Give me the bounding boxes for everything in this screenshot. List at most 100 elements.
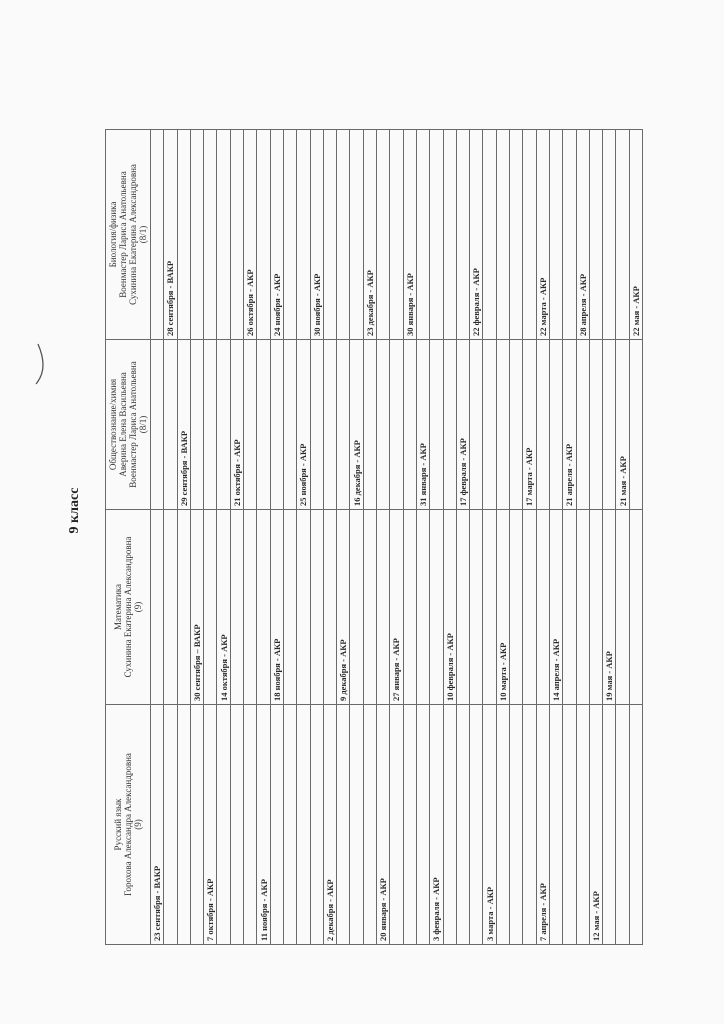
cell-math xyxy=(482,509,497,705)
cell-math: 10 февраля - АКР xyxy=(443,509,457,705)
hours: (9) xyxy=(133,819,143,830)
cell-math xyxy=(310,509,324,705)
table-row: 21 апреля - АКР xyxy=(562,129,576,945)
cell-social-chemistry xyxy=(256,339,271,510)
cell-math xyxy=(177,509,191,705)
subject-name: Русский язык xyxy=(113,798,123,851)
cell-russian xyxy=(243,704,257,945)
cell-biology-physics xyxy=(230,129,244,340)
cell-biology-physics xyxy=(482,129,497,340)
cell-biology-physics xyxy=(256,129,271,340)
table-row: 16 декабря - АКР xyxy=(349,129,364,945)
cell-math xyxy=(296,509,311,705)
cell-biology-physics: 23 декабря - АКР xyxy=(363,129,377,340)
table-row xyxy=(509,129,523,945)
cell-math xyxy=(403,509,417,705)
cell-biology-physics xyxy=(190,129,204,340)
table-row: 22 мая - АКР xyxy=(629,129,643,945)
cell-russian: 7 октября - АКР xyxy=(203,704,217,945)
cell-russian xyxy=(496,704,510,945)
cell-social-chemistry xyxy=(310,339,324,510)
cell-math xyxy=(469,509,483,705)
table-row: 20 января - АКР xyxy=(376,129,390,945)
table-row: 28 апреля - АКР xyxy=(576,129,590,945)
cell-social-chemistry xyxy=(549,339,563,510)
cell-russian: 20 января - АКР xyxy=(376,704,390,945)
table-row: 10 марта - АКР xyxy=(496,129,510,945)
cell-math xyxy=(429,509,444,705)
table-row: 31 января - АКР xyxy=(416,129,430,945)
teacher-name: Сухинина Екатерина Александровна xyxy=(123,536,133,678)
cell-russian xyxy=(296,704,311,945)
rotated-page: 9 класс Русский язык Горохова Александра… xyxy=(65,129,645,945)
cell-math xyxy=(416,509,430,705)
table-row: 25 ноября - АКР xyxy=(296,129,311,945)
cell-social-chemistry xyxy=(376,339,390,510)
table-row: 30 января - АКР xyxy=(403,129,417,945)
cell-russian: 3 марта - АКР xyxy=(482,704,497,945)
cell-social-chemistry xyxy=(190,339,204,510)
cell-social-chemistry: 31 января - АКР xyxy=(416,339,430,510)
cell-biology-physics: 28 апреля - АКР xyxy=(576,129,590,340)
cell-russian: 12 мая - АКР xyxy=(589,704,603,945)
cell-biology-physics xyxy=(376,129,390,340)
cell-russian xyxy=(283,704,297,945)
cell-biology-physics xyxy=(416,129,430,340)
cell-russian xyxy=(349,704,364,945)
header-math: Математика Сухинина Екатерина Александро… xyxy=(105,509,151,705)
cell-math: 27 января - АКР xyxy=(389,509,404,705)
cell-social-chemistry xyxy=(283,339,297,510)
cell-russian: 11 ноября - АКР xyxy=(256,704,271,945)
table-row: 26 октября - АКР xyxy=(243,129,257,945)
cell-russian xyxy=(336,704,350,945)
cell-biology-physics xyxy=(150,129,164,340)
subject-name: Математика xyxy=(113,583,123,631)
cell-social-chemistry xyxy=(429,339,444,510)
cell-biology-physics: 26 октября - АКР xyxy=(243,129,257,340)
table-row: 7 октября - АКР xyxy=(203,129,217,945)
cell-math: 14 апреля - АКР xyxy=(549,509,563,705)
cell-social-chemistry xyxy=(496,339,510,510)
handwritten-mark xyxy=(35,343,44,385)
cell-biology-physics xyxy=(216,129,231,340)
cell-biology-physics xyxy=(336,129,350,340)
cell-russian xyxy=(443,704,457,945)
cell-russian xyxy=(163,704,178,945)
cell-russian xyxy=(177,704,191,945)
table-row: 19 мая - АКР xyxy=(602,129,616,945)
cell-biology-physics xyxy=(522,129,537,340)
hours: (9) xyxy=(133,601,143,613)
cell-biology-physics xyxy=(177,129,191,340)
teacher-name: Военмастер Лариса Анатольевна xyxy=(128,361,138,488)
cell-russian xyxy=(629,704,643,945)
hours: (8/1) xyxy=(138,415,148,434)
cell-biology-physics xyxy=(296,129,311,340)
table-row: 18 ноября - АКР 24 ноября - АКР xyxy=(270,129,284,945)
subject-name: Обществознание/химия xyxy=(108,378,118,471)
cell-math xyxy=(615,509,630,705)
page-title: 9 класс xyxy=(67,130,83,945)
cell-math xyxy=(522,509,537,705)
cell-math xyxy=(230,509,244,705)
cell-social-chemistry: 21 октября - АКР xyxy=(230,339,244,510)
cell-biology-physics xyxy=(389,129,404,340)
cell-biology-physics xyxy=(203,129,217,340)
table-row: 11 ноября - АКР xyxy=(256,129,271,945)
cell-social-chemistry xyxy=(163,339,178,510)
cell-russian xyxy=(469,704,483,945)
cell-russian xyxy=(389,704,404,945)
cell-social-chemistry: 17 февраля - АКР xyxy=(456,339,470,510)
cell-social-chemistry xyxy=(509,339,523,510)
cell-social-chemistry xyxy=(323,339,337,510)
cell-social-chemistry: 16 декабря - АКР xyxy=(349,339,364,510)
cell-social-chemistry: 21 мая - АКР xyxy=(615,339,630,510)
cell-math xyxy=(349,509,364,705)
cell-biology-physics: 28 сентября - ВАКР xyxy=(163,129,178,340)
header-biology-physics: Биология/физика Военмастер Лариса Анатол… xyxy=(105,129,151,340)
table-row: 23 декабря - АКР xyxy=(363,129,377,945)
cell-russian: 3 февраля - АКР xyxy=(429,704,444,945)
cell-russian xyxy=(363,704,377,945)
header-social-chemistry: Обществознание/химия Аверина Елена Васил… xyxy=(105,339,151,510)
cell-math: 14 октября - АКР xyxy=(216,509,231,705)
table-row: 21 мая - АКР xyxy=(615,129,630,945)
